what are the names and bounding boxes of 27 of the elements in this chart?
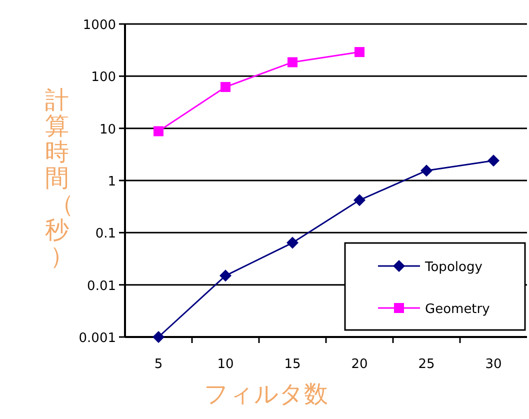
y-tick-label: 0.001 (78, 331, 116, 346)
x-tick-label: 25 (418, 357, 435, 372)
y-tick-label: 0.01 (87, 278, 116, 294)
point (354, 47, 364, 58)
x-tick-label: 15 (284, 357, 301, 372)
point (152, 331, 164, 343)
x-tick-label: 10 (217, 357, 234, 372)
y-axis-title: 計算時間（秒） (45, 86, 74, 270)
x-axis-title: フィルタ数 (204, 380, 328, 408)
point (420, 164, 432, 177)
legend-label: Topology (424, 260, 483, 275)
y-tick-label: 100 (91, 70, 116, 86)
x-tick-label: 5 (154, 357, 163, 372)
point (154, 126, 164, 136)
point (220, 82, 230, 92)
point (488, 154, 500, 167)
y-tick-label: 10 (99, 122, 116, 138)
point (286, 236, 298, 249)
legend-label: Geometry (425, 302, 490, 317)
x-tick-label: 30 (485, 357, 502, 372)
y-tick-label: 0.1 (95, 226, 116, 242)
y-tick-label: 1000 (82, 18, 116, 33)
y-tick-label: 1 (108, 174, 116, 190)
x-tick-label: 20 (351, 357, 368, 372)
point (288, 57, 298, 68)
point (354, 194, 366, 206)
point (220, 270, 232, 282)
